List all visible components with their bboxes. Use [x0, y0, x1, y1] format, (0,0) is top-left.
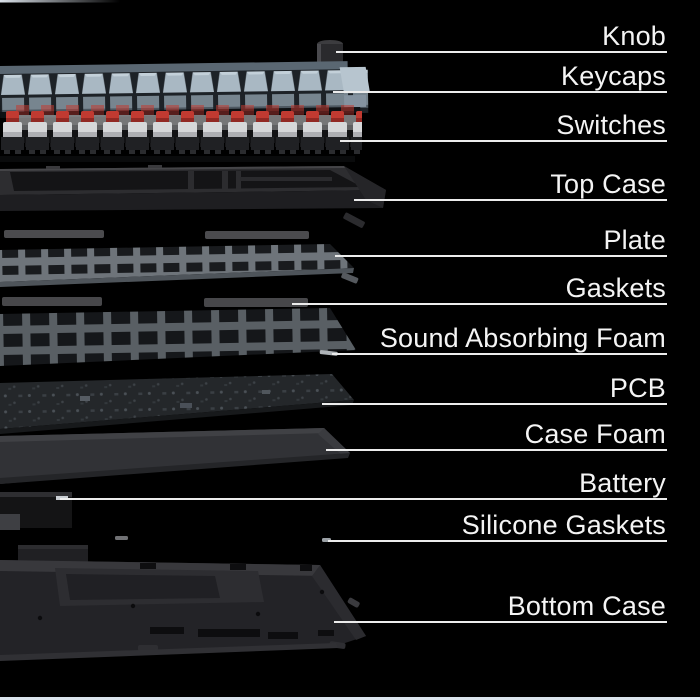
callout-label: Plate [603, 224, 666, 255]
callout-label: Top Case [550, 168, 666, 199]
callout-pcb: PCB [0, 373, 667, 405]
callout-silicone-gaskets: Silicone Gaskets [0, 510, 667, 542]
callout-label: Keycaps [561, 60, 666, 91]
callout-label: Case Foam [524, 418, 666, 449]
top-case-layer [0, 165, 386, 228]
callout-line [328, 540, 667, 542]
callout-label: Knob [602, 20, 666, 51]
pcb-layer [0, 374, 354, 434]
callout-line [335, 255, 667, 257]
gasket-strips-top [4, 230, 309, 239]
callout-line [322, 403, 667, 405]
callout-battery: Battery [0, 468, 667, 500]
callout-knob: Knob [0, 21, 667, 53]
callout-keycaps: Keycaps [0, 61, 667, 93]
callout-line [326, 449, 667, 451]
callout-line [336, 51, 667, 53]
callout-label: Silicone Gaskets [461, 509, 666, 540]
callout-label: Switches [556, 109, 666, 140]
callout-switches: Switches [0, 110, 667, 142]
callout-line [332, 353, 667, 355]
callout-label: PCB [609, 372, 666, 403]
callout-label: Sound Absorbing Foam [379, 322, 666, 353]
bottom-case-layer [0, 545, 366, 661]
callout-line [292, 303, 667, 305]
callout-top-case: Top Case [0, 169, 667, 201]
sound-absorbing-foam-layer [0, 308, 356, 366]
callout-sound-absorbing-foam: Sound Absorbing Foam [0, 323, 667, 355]
callout-case-foam: Case Foam [0, 419, 667, 451]
callout-line [354, 199, 667, 201]
callout-label: Gaskets [565, 272, 666, 303]
callout-label: Battery [579, 467, 666, 498]
top-left-sliver [0, 0, 120, 3]
callout-label: Bottom Case [507, 590, 666, 621]
callout-line [340, 140, 667, 142]
plate-layer [0, 244, 359, 287]
switches-layer [0, 105, 362, 162]
callout-plate: Plate [0, 225, 667, 257]
bottom-edge-strip [0, 697, 700, 700]
callout-line [334, 621, 667, 623]
callout-line [333, 91, 667, 93]
case-foam-layer [0, 428, 350, 484]
gasket-strips-bottom [2, 297, 308, 307]
callout-bottom-case: Bottom Case [0, 591, 667, 623]
callout-gaskets: Gaskets [0, 273, 667, 305]
callout-line [60, 498, 667, 500]
